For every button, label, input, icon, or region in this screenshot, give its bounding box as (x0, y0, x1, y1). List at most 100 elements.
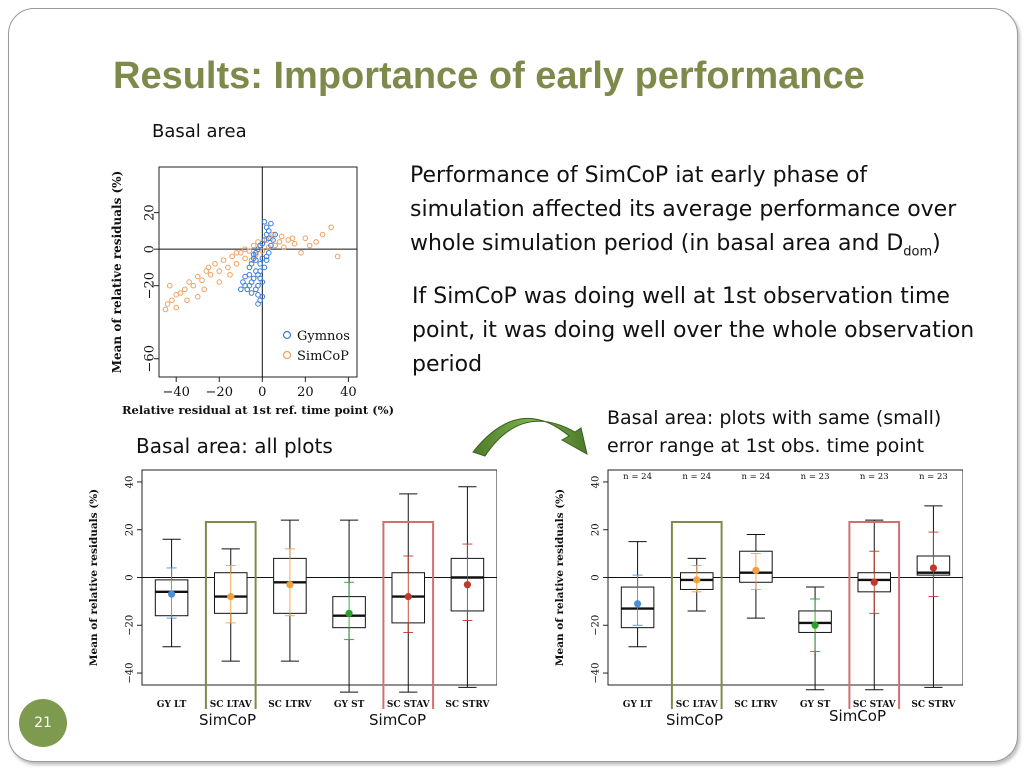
scatter-point-simcop (302, 235, 309, 242)
scatter-point-simcop (250, 242, 257, 249)
scatter-point-gymnos (259, 293, 266, 300)
x-tick-label: −20 (206, 385, 233, 400)
scatter-point-gymnos (268, 220, 274, 227)
scatter-point-simcop (242, 246, 248, 252)
para1-line2: simulation affected its average performa… (410, 197, 957, 222)
y-tick-label: 20 (591, 523, 602, 536)
scatter-point-gymnos (246, 264, 253, 271)
y-tick-label: −40 (591, 663, 602, 684)
scatter-point-simcop (201, 286, 207, 293)
curved-arrow-icon (472, 417, 588, 457)
scatter-point-simcop (207, 271, 214, 278)
scatter-point-simcop (233, 260, 240, 267)
box-mean-point (752, 566, 760, 574)
y-tick-label: −20 (591, 615, 602, 636)
para2-line2: point, it was doing well over the whole … (412, 318, 975, 343)
scatter-point-gymnos (265, 235, 272, 242)
scatter-point-simcop (212, 260, 218, 267)
slide: Results: Importance of early performance… (8, 8, 1018, 762)
scatter-point-simcop (169, 297, 175, 304)
box-count-label: n = 23 (919, 472, 948, 482)
scatter-point-simcop (319, 231, 326, 238)
highlight-frame (382, 521, 435, 709)
simcop-label-2: SimCoP (369, 711, 426, 729)
scatter-ylabel: Mean of relative residuals (%) (110, 171, 124, 374)
slide-title: Results: Importance of early performance (113, 55, 865, 97)
box-count-label: n = 23 (801, 472, 830, 482)
scatter-point-simcop (220, 257, 227, 263)
boxplot-small-error: 40 20 0 −20 −40 Mean of relative residuals (%… (554, 469, 963, 709)
box-category-label: SC STRV (445, 700, 490, 709)
scatter-point-gymnos (261, 264, 268, 271)
scatter-point-simcop (173, 304, 180, 311)
scatter-point-simcop (184, 297, 190, 304)
scatter-point-gymnos (261, 218, 268, 225)
legend-label-gymnos: Gymnos (297, 329, 350, 344)
scatter-point-simcop (281, 244, 287, 251)
scatter-point-simcop (216, 279, 223, 285)
box-category-label: GY LT (157, 700, 187, 709)
paragraph-observation: If SimCoP was doing well at 1st observat… (412, 280, 974, 382)
scatter-point-gymnos (257, 260, 263, 267)
legend-marker-simcop (282, 350, 292, 360)
scatter-point-gymnos (263, 253, 270, 260)
box-category-label: SC LTAV (210, 700, 253, 709)
scatter-label: Basal area (152, 121, 247, 142)
legend-label-simcop: SimCoP (297, 349, 349, 364)
scatter-point-simcop (182, 286, 188, 293)
scatter-point-simcop (298, 250, 304, 256)
box-ylabel: Mean of relative residuals (%) (88, 489, 100, 666)
scatter-point-simcop (306, 242, 313, 249)
y-tick-label: −60 (143, 345, 158, 372)
para2-line3: period (412, 352, 483, 377)
para1-line3-end: ) (932, 231, 941, 256)
para1-line3-text: whole simulation period (in basal area a… (410, 231, 904, 256)
scatter-frame (158, 166, 358, 378)
scatter-point-simcop (313, 239, 319, 245)
x-tick-label: 40 (340, 385, 357, 400)
simcop-label-1: SimCoP (199, 711, 256, 729)
right-label-line1: Basal area: plots with same (small) (607, 407, 942, 429)
left-boxplot-label: Basal area: all plots (136, 434, 333, 458)
box-mean-point (463, 581, 472, 589)
scatter-point-simcop (233, 250, 240, 256)
box-mean-point (404, 593, 412, 601)
scatter-point-simcop (205, 264, 212, 271)
box-count-label: n = 24 (742, 472, 771, 482)
scatter-point-simcop (186, 279, 192, 285)
y-tick-label: 0 (143, 245, 158, 253)
scatter-point-simcop (289, 235, 296, 242)
scatter-point-simcop (291, 240, 298, 247)
box-category-label: GY LT (623, 700, 653, 709)
x-tick-label: 0 (258, 385, 266, 400)
paragraph-performance: Performance of SimCoP iat early phase of… (410, 159, 956, 269)
box-category-label: GY ST (334, 700, 365, 709)
x-tick-label: 20 (297, 385, 314, 400)
scatter-point-simcop (216, 268, 223, 274)
scatter-point-simcop (227, 271, 233, 278)
box-count-label: n = 24 (623, 472, 652, 482)
scatter-xlabel: Relative residual at 1st ref. time point… (122, 403, 394, 417)
y-tick-label: 40 (125, 476, 136, 489)
y-tick-label: 40 (591, 476, 602, 489)
scatter-point-gymnos (248, 290, 255, 296)
box-mean-point (345, 609, 353, 617)
highlight-frame (848, 521, 901, 709)
scatter-point-gymnos (253, 257, 259, 263)
legend-marker-gymnos (282, 330, 292, 340)
scatter-point-gymnos (257, 268, 263, 274)
scatter-point-simcop (276, 239, 283, 245)
para1-line3: whole simulation period (in basal area a… (410, 227, 956, 269)
box-category-label: GY ST (800, 700, 831, 709)
box-mean-point (693, 576, 701, 584)
simcop-label-3: SimCoP (666, 711, 723, 729)
scatter-point-gymnos (272, 231, 279, 238)
scatter-point-simcop (194, 273, 201, 280)
para2-line1: If SimCoP was doing well at 1st observat… (412, 284, 950, 309)
right-boxplot-label: Basal area: plots with same (small) erro… (607, 404, 941, 460)
scatter-point-simcop (164, 301, 171, 307)
scatter-point-gymnos (268, 242, 274, 249)
box-category-label: SC STRV (911, 700, 956, 709)
box-ylabel: Mean of relative residuals (%) (554, 489, 566, 666)
scatter-point-simcop (190, 282, 197, 289)
